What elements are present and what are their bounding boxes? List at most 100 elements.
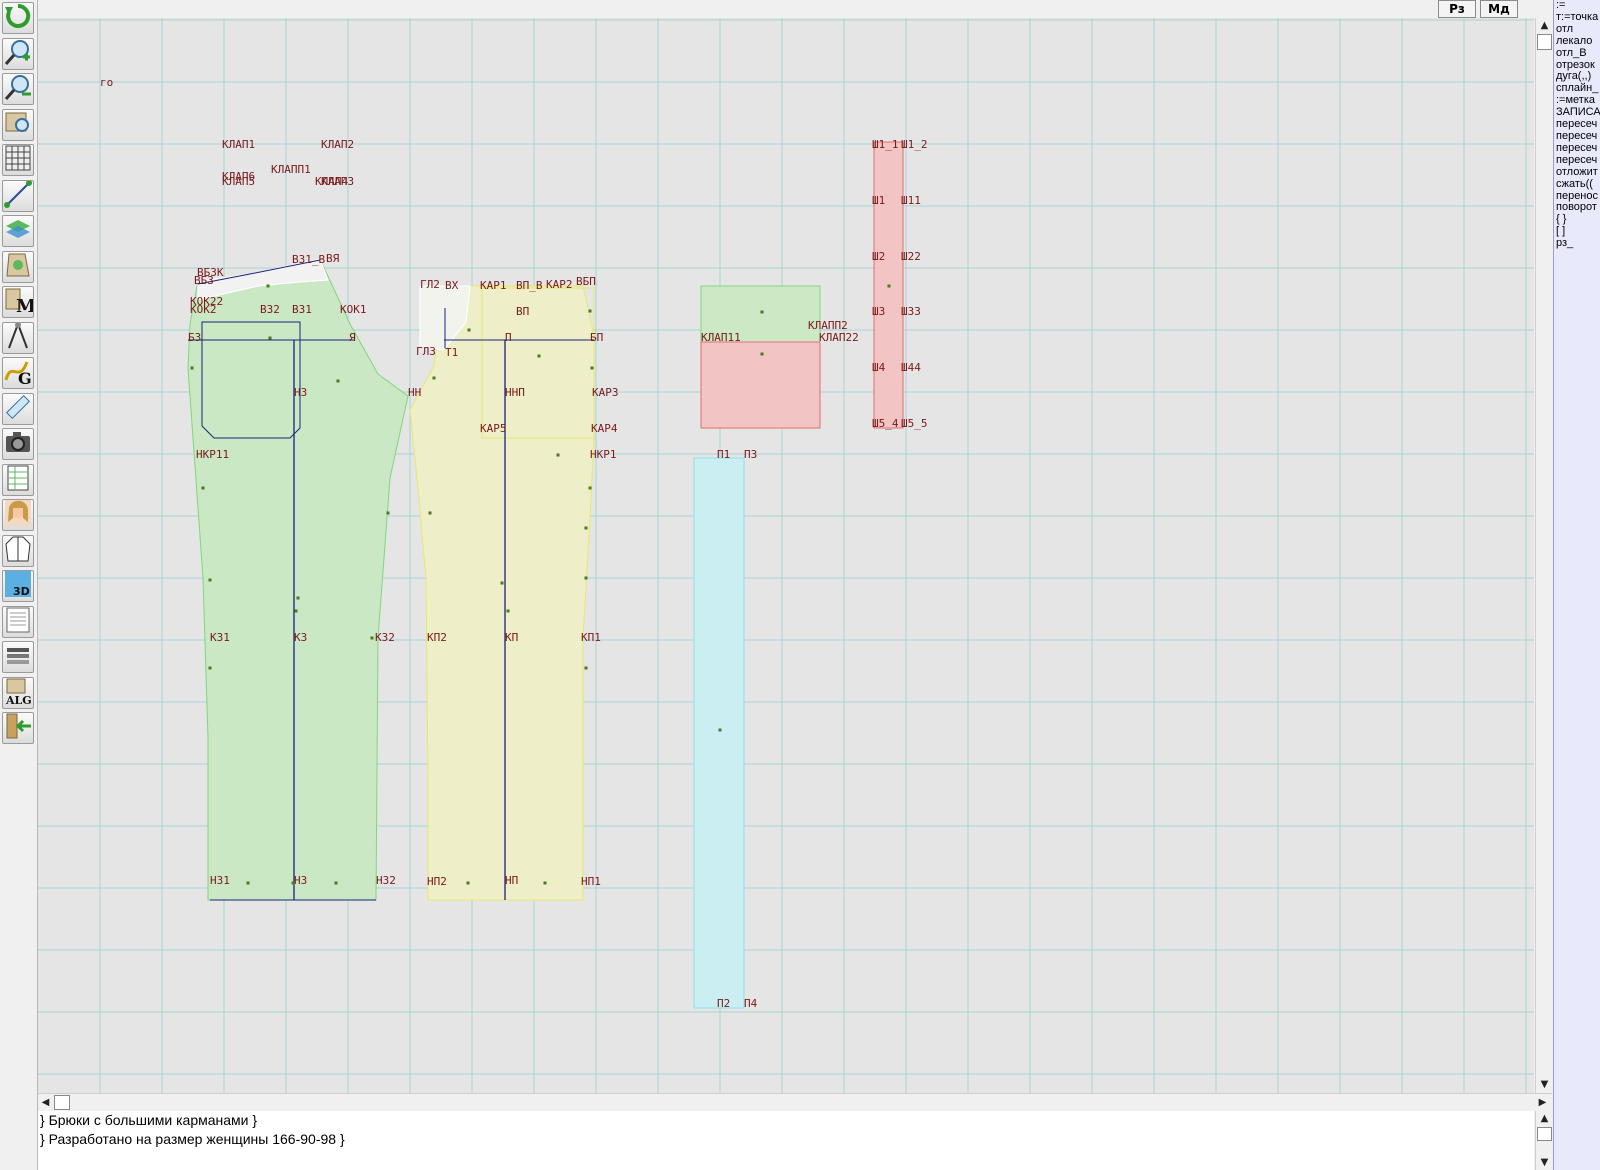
label-glz: ГЛЗ: [416, 345, 436, 358]
toolbar-button-line[interactable]: [2, 179, 34, 212]
md-button[interactable]: Мд: [1480, 0, 1518, 18]
label-kz1: КЗ1: [210, 631, 230, 644]
label-vp-v: ВП_В: [516, 279, 543, 292]
toolbar-button-camera[interactable]: [2, 428, 34, 460]
drawing-canvas[interactable]: го КЛАП1 КЛАП2 КЛАПП1 КЛАП6 КЛАП5 КЛАП4 …: [38, 18, 1534, 1093]
label-kz: КЗ: [294, 631, 307, 644]
command-item[interactable]: :=: [1556, 0, 1566, 11]
construction-point: [584, 526, 588, 530]
label-p2: П2: [717, 997, 730, 1010]
scroll-down-icon[interactable]: ▼: [1540, 1079, 1549, 1090]
back-trouser-piece[interactable]: [187, 258, 409, 901]
command-item[interactable]: :=метка: [1556, 94, 1596, 107]
command-item[interactable]: отл: [1556, 22, 1574, 35]
label-nz1: НЗ1: [210, 874, 230, 887]
label-go: го: [100, 76, 113, 89]
construction-point: [428, 511, 432, 515]
label-kok2: КОК2: [190, 303, 217, 316]
command-item[interactable]: пересеч: [1556, 129, 1598, 142]
front-trouser-piece[interactable]: [409, 285, 595, 901]
notes-scrollbar[interactable]: ▲ ▼: [1535, 1111, 1553, 1170]
toolbar-button-zoom-in[interactable]: [2, 37, 34, 70]
toolbar-button-zoom-out[interactable]: [2, 73, 34, 105]
command-item[interactable]: рз_: [1556, 237, 1574, 250]
command-item[interactable]: ЗАПИСА: [1556, 106, 1600, 119]
label-kp1: КП1: [581, 631, 601, 644]
command-item[interactable]: пересеч: [1556, 141, 1598, 154]
front-pocket-outline: [481, 287, 595, 439]
command-item[interactable]: лекало: [1556, 34, 1593, 47]
toolbar-button-map-zoom[interactable]: [2, 108, 34, 141]
toolbar-button-ruler[interactable]: [2, 392, 34, 425]
command-item[interactable]: т:=точка: [1556, 10, 1599, 23]
construction-point: [590, 366, 594, 370]
horizontal-scrollbar[interactable]: ◀ ▶: [38, 1093, 1552, 1111]
construction-point: [370, 636, 374, 640]
label-sh33: Ш33: [901, 305, 921, 318]
front-piece-shape: [409, 285, 595, 901]
measures-m-icon: M: [3, 287, 33, 317]
toolbar-button-compass[interactable]: [2, 321, 34, 354]
label-p1: П1: [717, 448, 730, 461]
label-sh11: Ш11: [901, 194, 921, 207]
command-item[interactable]: дуга(,,): [1556, 70, 1592, 83]
point-labels: го КЛАП1 КЛАП2 КЛАПП1 КЛАП6 КЛАП5 КЛАП4 …: [100, 76, 928, 1010]
command-panel[interactable]: := т:=точка отл лекало отл_В отрезок дуга(,,) с…: [1553, 0, 1600, 1170]
command-item[interactable]: перенос: [1556, 189, 1599, 202]
command-item[interactable]: { }: [1556, 213, 1567, 226]
toolbar-button-list[interactable]: [2, 605, 34, 638]
command-item[interactable]: пересеч: [1556, 118, 1598, 131]
label-sh4: Ш4: [872, 361, 886, 374]
toolbar-button-curve[interactable]: G: [2, 357, 34, 389]
notes-scroll-up-icon[interactable]: ▲: [1540, 1113, 1549, 1124]
command-item[interactable]: сжать((: [1556, 177, 1593, 190]
label-nkr1: НКР1: [590, 448, 617, 461]
rz-button[interactable]: Рз: [1438, 0, 1476, 18]
label-nz: НЗ: [294, 386, 307, 399]
toolbar-button-3d[interactable]: 3D: [2, 570, 34, 602]
command-item[interactable]: пересеч: [1556, 153, 1598, 166]
vertical-scrollbar[interactable]: ▲ ▼: [1535, 18, 1553, 1093]
notes-scroll-down-icon[interactable]: ▼: [1540, 1157, 1549, 1168]
label-sh5-4: Ш5_4: [872, 417, 899, 430]
label-np: НП: [505, 874, 518, 887]
command-item[interactable]: сплайн_: [1556, 82, 1599, 95]
label-t1: Т1: [445, 346, 458, 359]
toolbar-button-measures[interactable]: M: [2, 286, 34, 318]
label-kar5: КАР5: [480, 422, 507, 435]
scroll-left-icon[interactable]: ◀: [41, 1097, 50, 1108]
command-item[interactable]: отл_В: [1556, 46, 1587, 59]
construction-point: [466, 881, 470, 885]
toolbar-button-exit[interactable]: [2, 712, 34, 744]
command-item[interactable]: отрезок: [1556, 58, 1595, 71]
label-vp: ВП: [516, 305, 529, 318]
scroll-up-icon[interactable]: ▲: [1540, 20, 1549, 31]
construction-point: [334, 881, 338, 885]
toolbar-button-photo[interactable]: [2, 499, 34, 531]
vertical-scroll-thumb[interactable]: [1537, 34, 1552, 50]
pocket-flap-piece[interactable]: [700, 285, 821, 429]
label-sh3: Ш3: [872, 305, 885, 318]
toolbar-button-jacket[interactable]: [2, 534, 34, 567]
toolbar-button-spreadsheet[interactable]: [2, 463, 34, 496]
portrait-icon: [3, 500, 33, 530]
command-item[interactable]: поворот: [1556, 201, 1597, 214]
toolbar-button-grid[interactable]: [2, 144, 34, 176]
toolbar-button-alg[interactable]: ALG: [2, 676, 34, 709]
toolbar-button-layers[interactable]: [2, 215, 34, 247]
scroll-right-icon[interactable]: ▶: [1538, 1097, 1547, 1108]
command-item[interactable]: [ ]: [1556, 225, 1566, 238]
label-bp: БП: [590, 331, 603, 344]
notes-scroll-thumb[interactable]: [1537, 1127, 1552, 1141]
toolbar-button-stack[interactable]: [2, 641, 34, 673]
notes-area[interactable]: } Брюки с большими карманами } } Разрабо…: [38, 1111, 1534, 1170]
command-item[interactable]: отложит: [1556, 165, 1598, 178]
horizontal-scroll-thumb[interactable]: [54, 1095, 70, 1110]
toolbar-button-pattern[interactable]: [2, 250, 34, 283]
label-ya: Я: [349, 331, 356, 344]
map-zoom-icon: [3, 110, 33, 140]
belt-strip-piece[interactable]: [693, 457, 745, 1009]
label-kar4: КАР4: [591, 422, 618, 435]
toolbar-button-undo[interactable]: [2, 2, 34, 34]
line-segment-icon: [3, 180, 33, 211]
